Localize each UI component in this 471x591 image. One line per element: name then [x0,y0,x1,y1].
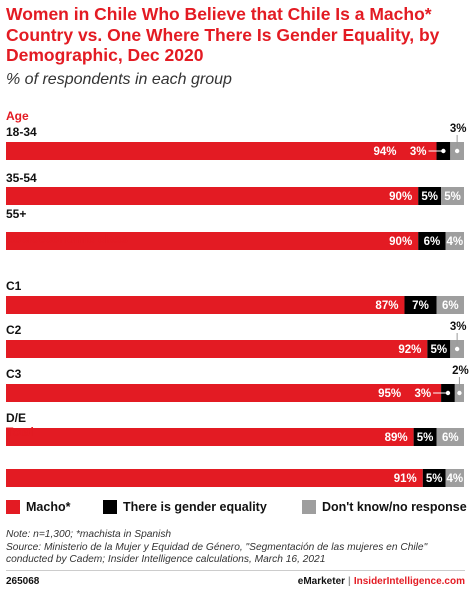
value-label-55-s2: 4% [447,236,464,248]
brand-footer: eMarketer | InsiderIntelligence.com [298,576,465,587]
value-label-18-34-s1: 3% [410,146,427,158]
leader-dot-c2-s2 [454,346,460,352]
value-label-d-e-s1: 5% [417,432,434,444]
brand-separator: | [348,576,351,587]
group-label-total: Total [6,425,34,439]
legend-item-gender-equality: There is gender equality [103,500,267,514]
legend-swatch-dont-know [302,500,316,514]
legend-label-macho: Macho* [26,500,71,514]
value-label-total-s1: 5% [426,473,443,485]
leader-dot-18-34-s2 [454,148,460,154]
bar-35-54-s1 [418,187,442,205]
value-label-d-e-s2: 6% [442,432,459,444]
row-label-55: 55+ [6,207,26,221]
bar-total-s2 [445,469,464,487]
value-label-c2-s0: 92% [398,344,421,356]
row-label-18-34: 18-34 [6,125,37,139]
row-label-c2: C2 [6,323,22,337]
legend-swatch-gender-equality [103,500,117,514]
bar-c3-s0 [6,384,442,402]
legend-item-macho: Macho* [6,500,70,514]
bar-18-34-s0 [6,142,437,160]
row-label-35-54: 35-54 [6,171,37,185]
chart-legend: Macho* There is gender equality Don't kn… [6,500,468,516]
bar-d-e-s0 [6,428,414,446]
brand-emarketer: eMarketer [297,576,346,587]
value-label-18-34-s0: 94% [373,146,396,158]
chart-notes: Note: n=1,300; *machista in Spanish Sour… [6,529,468,567]
value-label-c1-s0: 87% [375,300,398,312]
bar-55-s2 [445,232,464,250]
bar-total-s0 [6,469,423,487]
leader-dot-18-34-s1 [441,148,446,154]
value-label-c1-s1: 7% [412,300,429,312]
group-label-age: Age [6,109,29,123]
value-label-55-s0: 90% [389,236,412,248]
value-label-35-54-s1: 5% [421,191,438,203]
bar-c1-s1 [404,296,437,314]
chart-title: Women in Chile Who Believe that Chile Is… [6,4,440,65]
stacked-bar-chart: Age 18-34 3% 3% 94% 35-54 5% 5% 90% 55+ 4% 6% 90% Soc… [6,109,469,487]
bar-35-54-s2 [441,187,464,205]
leader-dot-c3-s2 [457,390,462,396]
chart-id: 265068 [6,576,40,587]
source-text: Source: Ministerio de la Mujer y Equidad… [6,541,428,566]
bar-d-e-s1 [413,428,437,446]
legend-item-dont-know: Don't know/no response [302,500,467,514]
bar-55-s0 [6,232,419,250]
chart-subtitle: % of respondents in each group [6,71,232,88]
bar-c2-s1 [427,340,451,358]
bar-c1-s2 [436,296,464,314]
row-label-c1: C1 [6,279,22,293]
value-label-c2-s2: 3% [450,321,467,333]
legend-label-dont-know: Don't know/no response [322,500,467,514]
bar-c2-s0 [6,340,428,358]
value-label-18-34-s2: 3% [450,123,467,135]
value-label-c1-s2: 6% [442,300,459,312]
legend-swatch-macho [6,500,20,514]
value-label-35-54-s2: 5% [444,191,461,203]
row-label-c3: C3 [6,367,22,381]
note-text: Note: n=1,300; *machista in Spanish [6,529,172,540]
bar-35-54-s0 [6,187,419,205]
row-label-d-e: D/E [6,411,26,425]
bar-c1-s0 [6,296,405,314]
bar-d-e-s2 [436,428,464,446]
leader-dot-c3-s1 [445,390,451,396]
value-label-c3-s2: 2% [452,365,469,377]
value-label-d-e-s0: 89% [385,432,408,444]
bar-total-s1 [422,469,446,487]
group-label-socioeconomic-class: Socioeconomic class [6,232,128,246]
value-label-total-s0: 91% [394,473,417,485]
bar-55-s1 [418,232,446,250]
value-label-c3-s0: 95% [378,388,401,400]
value-label-c2-s1: 5% [430,344,447,356]
value-label-total-s2: 4% [447,473,464,485]
footer-divider [6,570,465,571]
value-label-55-s1: 6% [424,236,441,248]
brand-insider-intelligence: InsiderIntelligence.com [353,576,465,587]
value-label-c3-s1: 3% [414,388,431,400]
legend-label-gender-equality: There is gender equality [123,500,267,514]
value-label-35-54-s0: 90% [389,191,412,203]
